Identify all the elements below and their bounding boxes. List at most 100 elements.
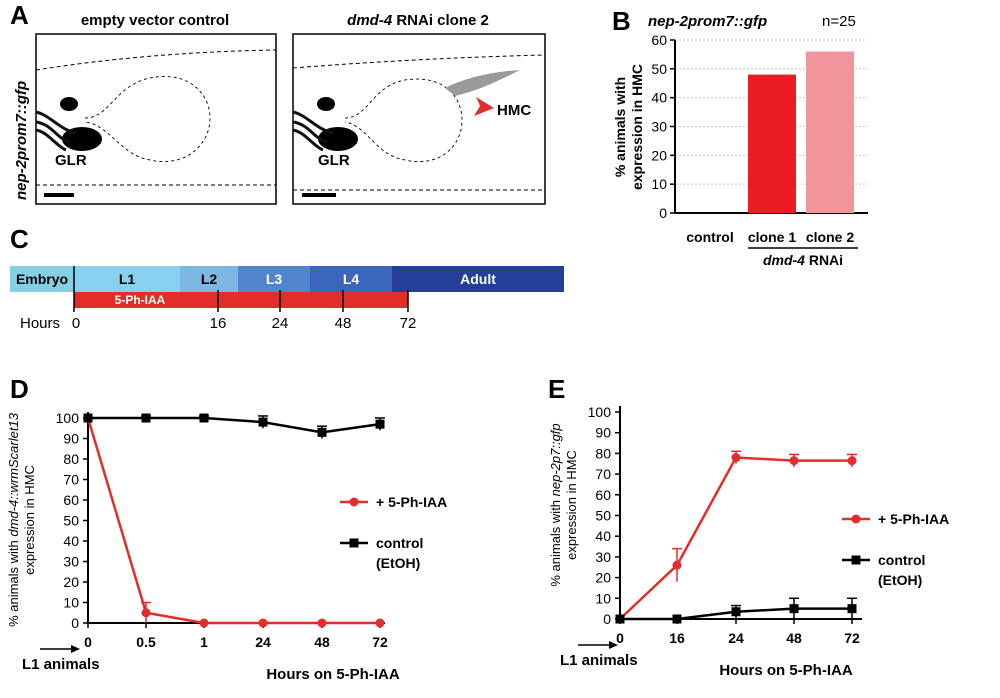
chart-d-legend-label: (EtOH) bbox=[376, 555, 420, 571]
chart-d-point bbox=[317, 618, 327, 628]
hmc-cell bbox=[445, 70, 520, 96]
micrograph-rnai: HMC GLR bbox=[292, 33, 546, 205]
chart-e-ytick-label: 10 bbox=[595, 590, 611, 606]
chart-e-legend-label: (EtOH) bbox=[878, 572, 922, 588]
chart-d-ytick-label: 80 bbox=[63, 451, 79, 467]
chart-e-point bbox=[672, 614, 682, 624]
chart-e-legend-label: control bbox=[878, 552, 925, 568]
glr-cell-upper bbox=[60, 97, 78, 111]
timeline-hour-label: 48 bbox=[335, 315, 352, 332]
chart-d-ylabel-1: % animals with dmd-4::wrmScarlet13 bbox=[6, 412, 21, 627]
chart-e-point bbox=[789, 456, 799, 466]
chart-d-ytick-label: 20 bbox=[63, 574, 79, 590]
chart-d-ytick-label: 100 bbox=[56, 410, 80, 426]
chart-e-ylabel-prefix: % animals with bbox=[548, 496, 563, 586]
chart-e-xtick-label: 72 bbox=[844, 630, 860, 646]
chart-d-ylabel-gene: dmd-4::wrmScarlet13 bbox=[6, 412, 21, 536]
timeline-hour-label: 0 bbox=[72, 315, 80, 332]
chart-e-legend-label: + 5-Ph-IAA bbox=[878, 511, 949, 527]
glr-label-right: GLR bbox=[318, 152, 350, 169]
chart-d-annotation-arrowhead bbox=[71, 645, 80, 653]
chart-d-ytick-label: 50 bbox=[63, 513, 79, 529]
chart-e-xtick-label: 24 bbox=[728, 630, 744, 646]
timeline-hour-label: 16 bbox=[210, 315, 227, 332]
chart-d-annotation-label: L1 animals bbox=[22, 656, 100, 673]
chart-e-point bbox=[847, 604, 857, 614]
chart-d-legend-label: + 5-Ph-IAA bbox=[376, 494, 447, 510]
chart-e-xtick-label: 0 bbox=[616, 630, 624, 646]
chart-b-ylabel-2: expression in HMC bbox=[629, 64, 645, 190]
chart-b-ytick-label: 20 bbox=[651, 147, 667, 163]
chart-d-xtick-label: 24 bbox=[255, 634, 271, 650]
chart-b-category-label: clone 1 bbox=[748, 229, 796, 245]
chart-b-title: nep-2prom7::gfp bbox=[648, 13, 767, 30]
panel-letter-e: E bbox=[548, 374, 565, 404]
chart-d-point bbox=[83, 413, 93, 423]
hmc-label: HMC bbox=[497, 102, 531, 119]
chart-e-ylabel-gene: nep-2p7::gfp bbox=[548, 423, 563, 496]
chart-e-point bbox=[847, 456, 857, 466]
chart-d-xtick-label: 1 bbox=[200, 634, 208, 650]
chart-d-point bbox=[199, 413, 209, 423]
timeline-treatment-label: 5-Ph-IAA bbox=[115, 293, 166, 307]
timeline-hour-label: 72 bbox=[400, 315, 417, 332]
chart-e-ytick-label: 0 bbox=[603, 611, 611, 627]
chart-b-category-label: control bbox=[686, 229, 733, 245]
chart-d-point bbox=[199, 618, 209, 628]
chart-b-category-label: clone 2 bbox=[806, 229, 854, 245]
chart-d-point bbox=[375, 618, 385, 628]
neuron-processes-2 bbox=[292, 110, 334, 152]
chart-b-bar bbox=[748, 74, 796, 213]
chart-d-xtick-label: 0 bbox=[84, 634, 92, 650]
hmc-arrowhead bbox=[474, 97, 494, 116]
panel-letter-a: A bbox=[10, 0, 29, 30]
chart-e-ylabel-1: % animals with nep-2p7::gfp bbox=[548, 423, 563, 586]
chart-b-group-label: dmd-4 RNAi bbox=[763, 252, 843, 268]
scale-bar-left bbox=[44, 193, 74, 197]
chart-b-group-rest: RNAi bbox=[805, 252, 843, 268]
panel-a-right-title-rest: RNAi clone 2 bbox=[392, 12, 489, 29]
chart-b-bar bbox=[806, 51, 854, 214]
glr-cell-upper-2 bbox=[317, 97, 335, 111]
timeline-stage-label: Adult bbox=[460, 271, 496, 287]
panel-a-right-title: dmd-4 RNAi clone 2 bbox=[347, 12, 489, 29]
chart-d-ylabel-prefix: % animals with bbox=[6, 537, 21, 627]
chart-e-point bbox=[672, 560, 682, 570]
chart-b-ytick-label: 30 bbox=[651, 119, 667, 135]
chart-d-point bbox=[375, 419, 385, 429]
chart-d-ytick-label: 30 bbox=[63, 554, 79, 570]
chart-e-legend-marker bbox=[851, 514, 861, 524]
chart-e-ytick-label: 60 bbox=[595, 487, 611, 503]
body-outline-top-2 bbox=[292, 54, 546, 69]
timeline-stage-l2 bbox=[180, 266, 238, 292]
neuron-processes bbox=[35, 110, 77, 152]
chart-d-ytick-label: 60 bbox=[63, 492, 79, 508]
chart-e-annotation-arrowhead bbox=[609, 641, 618, 649]
chart-e-xlabel: Hours on 5-Ph-IAA bbox=[719, 662, 852, 679]
chart-e-series-line bbox=[619, 456, 852, 620]
chart-e: 0 10 20 30 40 50 60 70 80 90 100 0 16 24 48 72 + 5-Ph-IA… bbox=[560, 404, 949, 679]
chart-e-ylabel-2: expression in HMC bbox=[564, 450, 579, 560]
chart-d-point bbox=[317, 427, 327, 437]
chart-d-ytick-label: 70 bbox=[63, 472, 79, 488]
chart-e-xtick-label: 48 bbox=[786, 630, 802, 646]
timeline-hour-label: 24 bbox=[272, 315, 289, 332]
panel-letter-c: C bbox=[10, 224, 29, 254]
timeline-stage-label: L4 bbox=[343, 271, 360, 287]
chart-b-ytick-label: 40 bbox=[651, 90, 667, 106]
chart-b-group-gene: dmd-4 bbox=[763, 252, 805, 268]
timeline-stage-embryo bbox=[10, 266, 74, 292]
chart-d-series-line bbox=[86, 417, 380, 625]
scale-bar-right bbox=[302, 193, 336, 197]
chart-e-ytick-label: 20 bbox=[595, 570, 611, 586]
chart-d: 0 10 20 30 40 50 60 70 80 90 100 0 0.5 1 24 48 72 + 5-Ph-… bbox=[22, 410, 447, 683]
timeline-stage-adult bbox=[392, 266, 564, 292]
panel-letter-b: B bbox=[612, 6, 631, 36]
chart-d-point bbox=[141, 608, 151, 618]
chart-d-legend-marker bbox=[349, 538, 359, 548]
timeline-treatment-bar bbox=[74, 292, 408, 308]
chart-e-ytick-label: 50 bbox=[595, 508, 611, 524]
chart-d-point bbox=[258, 417, 268, 427]
chart-d-xtick-label: 0.5 bbox=[136, 634, 156, 650]
